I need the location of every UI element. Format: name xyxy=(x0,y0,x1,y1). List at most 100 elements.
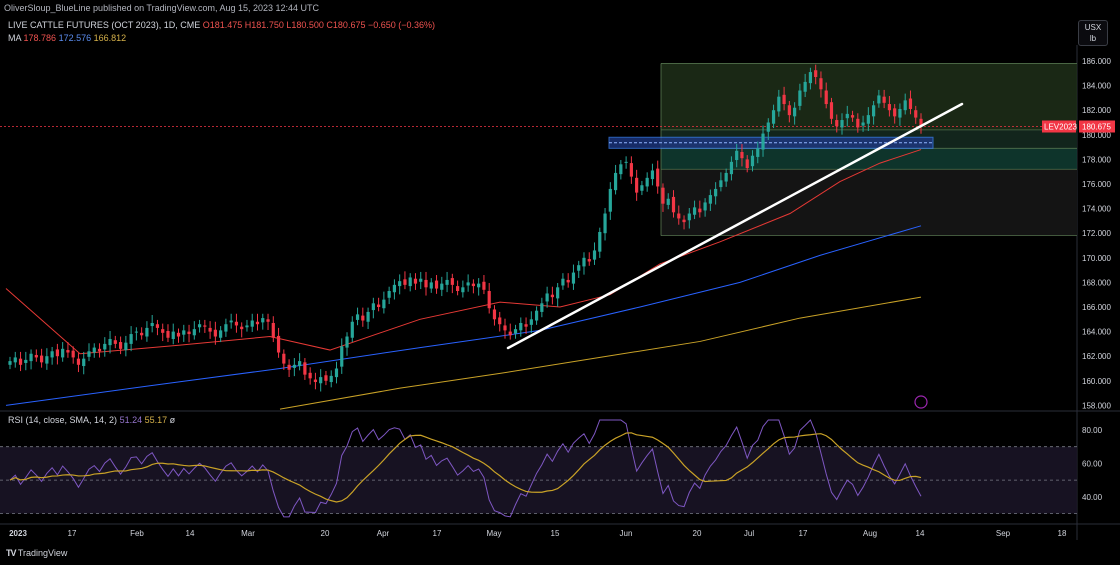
candle-body xyxy=(919,118,923,127)
candle-body xyxy=(429,282,433,289)
price-tick-label: 164.000 xyxy=(1082,328,1111,337)
ohlc-high: H181.750 xyxy=(244,20,284,30)
candle-body xyxy=(771,110,776,124)
candle-body xyxy=(82,358,86,367)
price-tag-box xyxy=(1042,120,1076,133)
time-tick-label: 15 xyxy=(551,529,560,538)
candle-body xyxy=(835,120,839,127)
candle-body xyxy=(456,286,460,292)
candle-body xyxy=(355,314,360,320)
candle-body xyxy=(656,168,660,187)
candle-body xyxy=(719,180,723,188)
candle-body xyxy=(282,353,286,364)
candle-body xyxy=(97,348,102,352)
candle-body xyxy=(714,188,718,197)
candle-body xyxy=(477,283,481,288)
candle-body xyxy=(724,172,728,182)
candle-body xyxy=(103,343,107,350)
candle-body xyxy=(334,368,339,378)
time-tick-label: 20 xyxy=(321,529,330,538)
candle-body xyxy=(224,324,228,332)
rsi-band xyxy=(0,446,1077,514)
rsi-legend[interactable]: RSI (14, close, SMA, 14, 2) 51.24 55.17 … xyxy=(8,415,175,425)
candle-body xyxy=(276,335,281,353)
time-tick-label: Mar xyxy=(241,529,255,538)
candle-body xyxy=(556,287,560,299)
candle-body xyxy=(861,122,865,126)
candle-body xyxy=(261,318,265,323)
candle-body xyxy=(540,303,544,312)
candle-body xyxy=(629,163,633,177)
time-tick-label: Aug xyxy=(863,529,877,538)
tradingview-footer: TV TradingView xyxy=(6,548,67,558)
symbol-title[interactable]: LIVE CATTLE FUTURES (OCT 2023), 1D, CME xyxy=(8,20,201,30)
candle-body xyxy=(266,319,270,322)
candle-body xyxy=(24,359,28,363)
candle-body xyxy=(624,161,628,163)
last-price-box xyxy=(1079,120,1115,133)
candle-body xyxy=(387,291,391,298)
price-unit-badge[interactable]: USX lb xyxy=(1078,20,1108,46)
candle-body xyxy=(413,278,418,284)
candle-body xyxy=(640,185,644,191)
candle-body xyxy=(197,324,202,328)
candle-body xyxy=(866,115,870,124)
candle-body xyxy=(613,172,618,191)
lower-zone xyxy=(661,169,1077,236)
time-tick-label: Feb xyxy=(130,529,144,538)
rsi-tick-label: 40.00 xyxy=(1082,493,1103,502)
candle-body xyxy=(392,284,397,293)
candle-body xyxy=(635,177,639,193)
candle-body xyxy=(29,353,33,362)
candle-body xyxy=(287,364,291,370)
time-tick-label: Jun xyxy=(620,529,633,538)
ohlc-close: C180.675 xyxy=(326,20,366,30)
unit-currency: USX xyxy=(1084,23,1102,32)
candle-body xyxy=(766,122,770,132)
candle-body xyxy=(592,250,597,260)
candle-body xyxy=(298,361,302,367)
price-tick-label: 186.000 xyxy=(1082,57,1111,66)
candle-body xyxy=(492,309,497,320)
ma3-line xyxy=(279,296,922,410)
ma-value-1: 178.786 xyxy=(23,33,57,43)
candle-body xyxy=(34,354,38,358)
candle-body xyxy=(129,334,133,344)
candle-body xyxy=(292,364,296,368)
candle-body xyxy=(398,281,402,287)
candle-body xyxy=(550,294,554,298)
candle-body xyxy=(471,283,475,287)
ma1-line xyxy=(5,149,922,355)
candle-body xyxy=(814,70,818,77)
candle-body xyxy=(345,336,349,348)
candle-body xyxy=(55,349,59,357)
price-tick-label: 160.000 xyxy=(1082,377,1111,386)
candle-body xyxy=(903,100,907,111)
price-tick-label: 184.000 xyxy=(1082,82,1111,91)
candle-body xyxy=(240,326,244,330)
ma-legend[interactable]: MA 178.786 172.576 166.812 xyxy=(8,33,126,43)
price-tick-label: 162.000 xyxy=(1082,352,1111,361)
candle-body xyxy=(134,331,138,333)
candle-body xyxy=(893,108,897,117)
time-tick-label: 20 xyxy=(693,529,702,538)
rsi-value: 51.24 xyxy=(119,415,143,425)
candle-body xyxy=(8,361,12,365)
candle-body xyxy=(250,320,254,327)
candle-body xyxy=(782,94,786,105)
time-tick-label: 17 xyxy=(68,529,77,538)
candle-body xyxy=(619,164,623,175)
time-tick-label: Sep xyxy=(996,529,1011,538)
candle-body xyxy=(793,107,797,117)
candle-body xyxy=(498,317,502,325)
time-tick-label: 18 xyxy=(1058,529,1067,538)
price-tick-label: 178.000 xyxy=(1082,155,1111,164)
candle-body xyxy=(735,150,739,161)
candle-body xyxy=(761,133,765,150)
candle-body xyxy=(424,279,428,288)
candle-body xyxy=(229,320,233,323)
candle-body xyxy=(50,351,54,358)
candle-body xyxy=(39,355,44,363)
candle-body xyxy=(545,293,549,302)
